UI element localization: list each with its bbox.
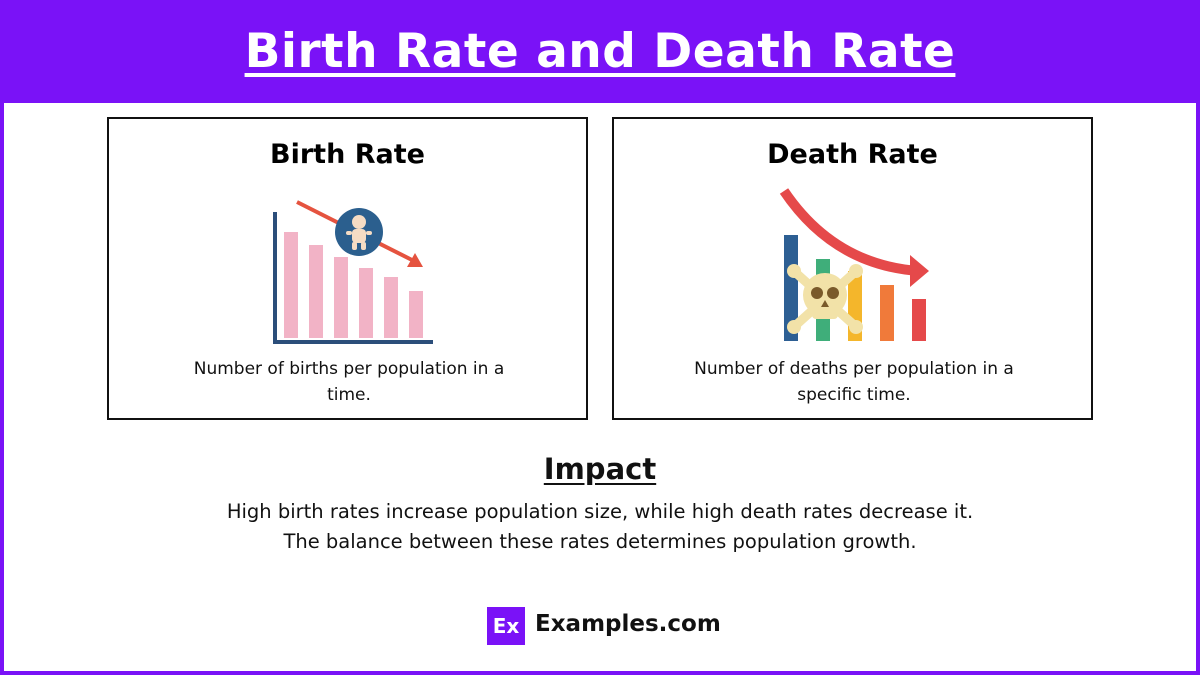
- impact-text: The balance between these rates determin…: [283, 530, 917, 553]
- card-description: Number of births per population in a tim…: [193, 359, 505, 405]
- card-title: Death Rate: [767, 139, 938, 170]
- page-title: Birth Rate and Death Rate: [244, 24, 956, 79]
- logo-mark: Ex: [487, 607, 525, 645]
- card-title: Birth Rate: [270, 139, 425, 170]
- death-card: Death Rate Number of deaths per populati…: [612, 117, 1093, 420]
- birth-card: Birth Rate Number of births per populati…: [107, 117, 588, 420]
- header-band: Birth Rate and Death Rate: [0, 0, 1200, 103]
- skull: [787, 264, 863, 334]
- card-description: Number of deaths per population in a spe…: [694, 359, 1014, 405]
- brand-name: Examples.com: [535, 611, 721, 637]
- birth-icon: [273, 200, 433, 344]
- impact-text: High birth rates increase population siz…: [226, 500, 974, 523]
- impact-title: Impact: [543, 452, 657, 486]
- death-icon: [779, 188, 929, 341]
